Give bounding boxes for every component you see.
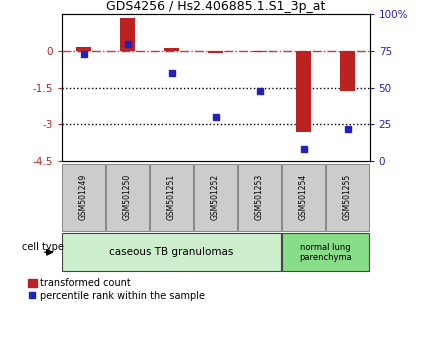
Bar xyxy=(76,47,92,51)
Text: GSM501249: GSM501249 xyxy=(79,174,88,221)
Bar xyxy=(208,51,224,53)
Bar xyxy=(252,51,268,52)
Title: GDS4256 / Hs2.406885.1.S1_3p_at: GDS4256 / Hs2.406885.1.S1_3p_at xyxy=(106,0,325,13)
Bar xyxy=(194,164,238,231)
Bar xyxy=(340,51,356,91)
Bar xyxy=(120,18,136,51)
Bar xyxy=(282,164,326,231)
Text: GSM501250: GSM501250 xyxy=(123,174,132,221)
Bar xyxy=(62,234,282,271)
Bar xyxy=(164,48,180,51)
Text: GSM501253: GSM501253 xyxy=(255,174,264,221)
Text: normal lung
parenchyma: normal lung parenchyma xyxy=(299,242,352,262)
Bar xyxy=(106,164,150,231)
Bar xyxy=(238,164,282,231)
Text: GSM501254: GSM501254 xyxy=(299,174,308,221)
Bar xyxy=(326,164,370,231)
Text: GSM501251: GSM501251 xyxy=(167,174,176,221)
Text: caseous TB granulomas: caseous TB granulomas xyxy=(110,247,234,257)
Bar xyxy=(296,51,312,132)
Legend: transformed count, percentile rank within the sample: transformed count, percentile rank withi… xyxy=(27,278,206,302)
Text: cell type: cell type xyxy=(22,242,63,252)
Bar xyxy=(282,234,370,271)
Text: GSM501252: GSM501252 xyxy=(211,174,220,221)
Bar xyxy=(62,164,106,231)
Text: GSM501255: GSM501255 xyxy=(343,174,352,221)
Bar xyxy=(150,164,194,231)
